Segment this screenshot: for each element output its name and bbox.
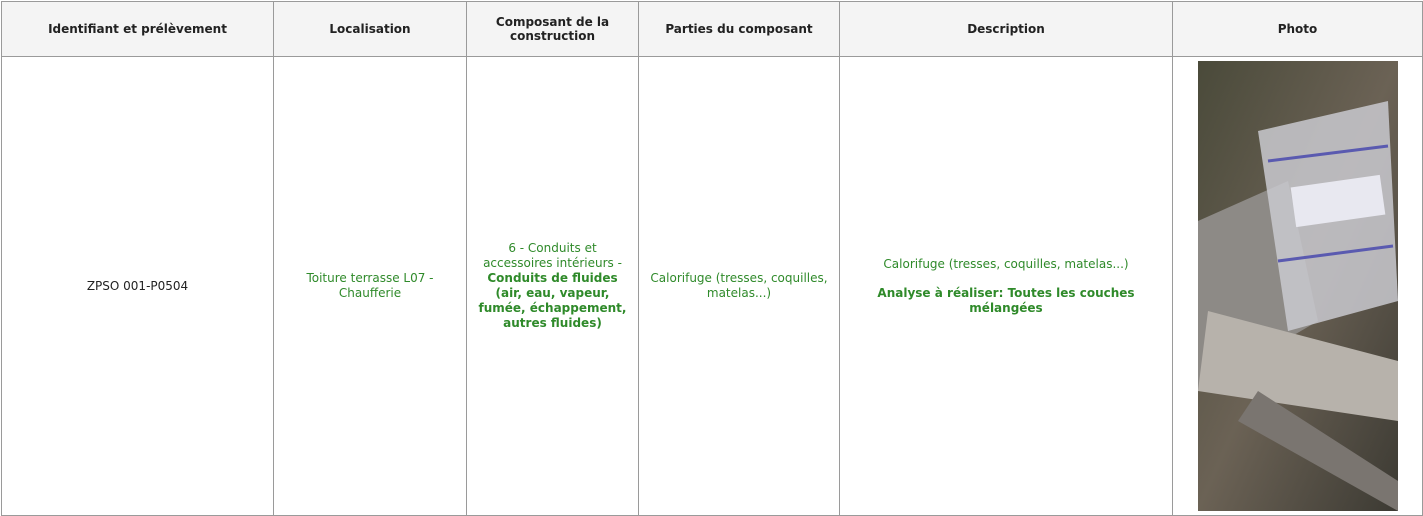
header-cell: Composant de la construction (466, 1, 639, 57)
header-cell: Description (839, 1, 1173, 57)
header-cell: Photo (1172, 1, 1423, 57)
description-cell: Calorifuge (tresses, coquilles, matelas.… (839, 56, 1173, 516)
location-cell: Toiture terrasse L07 - Chaufferie (273, 56, 467, 516)
identifier-cell: ZPSO 001-P0504 (1, 56, 274, 516)
part-cell: Calorifuge (tresses, coquilles, matelas.… (638, 56, 840, 516)
analysis-text: Analyse à réaliser: Toutes les couches m… (877, 285, 1135, 315)
component-cell: 6 - Conduits et accessoires intérieurs -… (466, 56, 639, 516)
description-text: Calorifuge (tresses, coquilles, matelas.… (883, 256, 1129, 271)
header-row: Identifiant et prélèvement Localisation … (1, 1, 1423, 57)
component-intro: 6 - Conduits et accessoires intérieurs - (483, 241, 622, 270)
header-cell: Parties du composant (638, 1, 840, 57)
photo-cell (1172, 56, 1423, 516)
header-cell: Identifiant et prélèvement (1, 1, 274, 57)
data-row: ZPSO 001-P0504 Toiture terrasse L07 - Ch… (1, 56, 1423, 516)
component-detail: Conduits de fluides (air, eau, vapeur, f… (478, 271, 627, 330)
photo (1197, 61, 1398, 511)
header-cell: Localisation (273, 1, 467, 57)
